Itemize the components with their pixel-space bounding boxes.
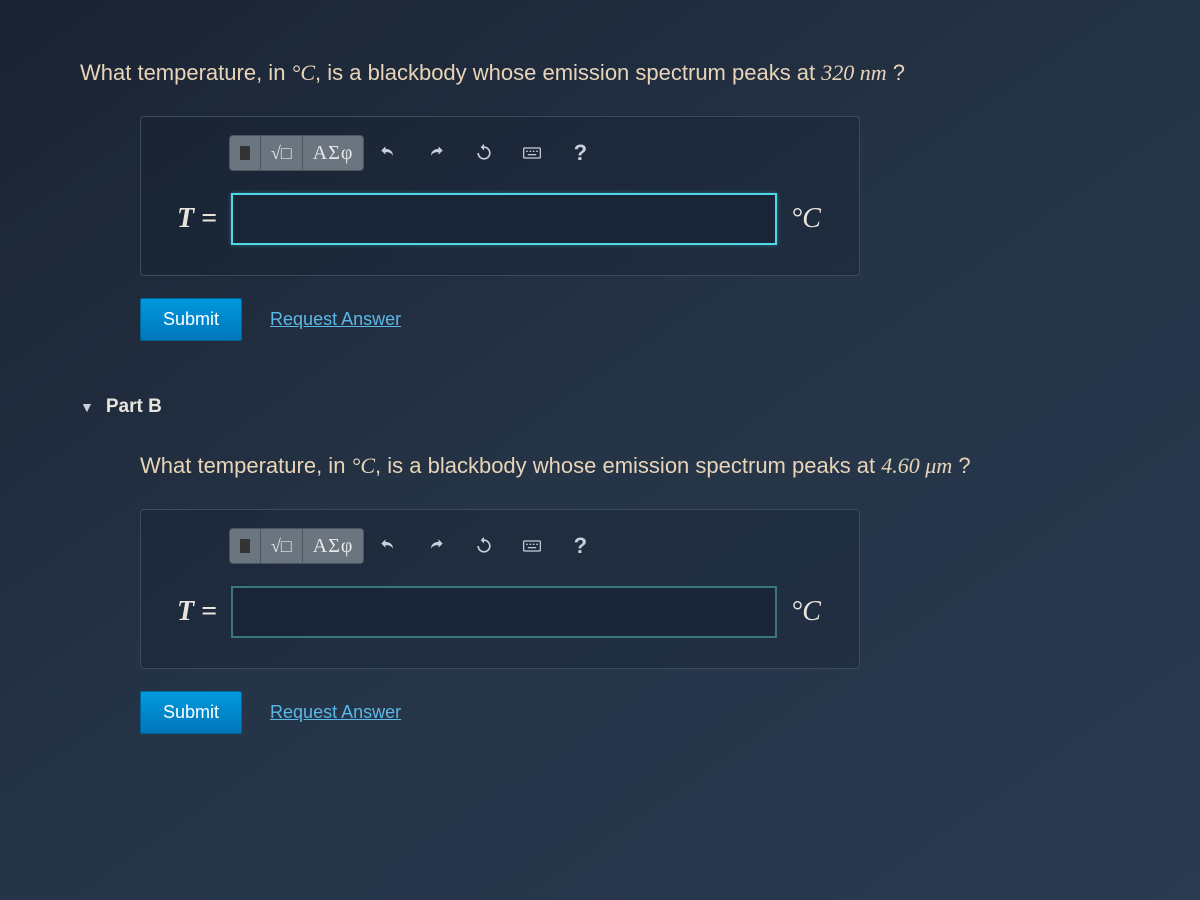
part-b-section: What temperature, in °C, is a blackbody … — [80, 453, 1120, 734]
question-end: ? — [952, 453, 970, 478]
templates-button[interactable] — [229, 135, 261, 171]
question-unit: °C — [352, 453, 375, 478]
reset-button[interactable] — [460, 528, 508, 564]
keyboard-button[interactable] — [508, 528, 556, 564]
question-text-b: What temperature, in °C, is a blackbody … — [140, 453, 1120, 479]
part-b-header: ▼ Part B — [80, 396, 1120, 418]
reset-icon — [474, 143, 494, 163]
answer-input-b[interactable] — [231, 586, 777, 638]
templates-button[interactable] — [229, 528, 261, 564]
sqrt-icon: √□ — [271, 143, 292, 164]
variable-label: T = — [159, 203, 217, 235]
help-button[interactable]: ? — [556, 528, 604, 564]
redo-button[interactable] — [412, 528, 460, 564]
sqrt-button[interactable]: √□ — [261, 135, 303, 171]
part-b-label: Part B — [106, 396, 162, 418]
question-pre: What temperature, in — [140, 453, 352, 478]
undo-icon — [378, 143, 398, 163]
variable-label: T = — [159, 596, 217, 628]
question-value: 320 nm — [821, 60, 886, 85]
unit-label: °C — [791, 203, 841, 235]
action-row-a: Submit Request Answer — [140, 298, 1120, 341]
rect-icon — [240, 539, 250, 553]
input-row-b: T = °C — [159, 586, 841, 638]
request-answer-link-a[interactable]: Request Answer — [270, 309, 401, 330]
redo-button[interactable] — [412, 135, 460, 171]
redo-icon — [426, 536, 446, 556]
rect-icon — [240, 146, 250, 160]
reset-button[interactable] — [460, 135, 508, 171]
help-button[interactable]: ? — [556, 135, 604, 171]
question-end: ? — [887, 60, 905, 85]
greek-button[interactable]: ΑΣφ — [303, 528, 365, 564]
answer-input-a[interactable] — [231, 193, 777, 245]
unit-label: °C — [791, 596, 841, 628]
greek-icon: ΑΣφ — [313, 535, 354, 558]
toolbar-a: √□ ΑΣφ ? — [229, 135, 841, 171]
question-unit: °C — [292, 60, 315, 85]
sqrt-icon: √□ — [271, 536, 292, 557]
toolbar-b: √□ ΑΣφ ? — [229, 528, 841, 564]
redo-icon — [426, 143, 446, 163]
submit-button-a[interactable]: Submit — [140, 298, 242, 341]
reset-icon — [474, 536, 494, 556]
answer-box-b: √□ ΑΣφ ? T = — [140, 509, 860, 669]
question-mid: , is a blackbody whose emission spectrum… — [375, 453, 881, 478]
undo-button[interactable] — [364, 135, 412, 171]
keyboard-icon — [522, 143, 542, 163]
greek-icon: ΑΣφ — [313, 142, 354, 165]
keyboard-icon — [522, 536, 542, 556]
action-row-b: Submit Request Answer — [140, 691, 1120, 734]
keyboard-button[interactable] — [508, 135, 556, 171]
undo-button[interactable] — [364, 528, 412, 564]
chevron-down-icon[interactable]: ▼ — [80, 399, 94, 415]
undo-icon — [378, 536, 398, 556]
question-text-a: What temperature, in °C, is a blackbody … — [80, 60, 1120, 86]
submit-button-b[interactable]: Submit — [140, 691, 242, 734]
question-value: 4.60 μm — [881, 453, 952, 478]
input-row-a: T = °C — [159, 193, 841, 245]
answer-box-a: √□ ΑΣφ ? T = — [140, 116, 860, 276]
greek-button[interactable]: ΑΣφ — [303, 135, 365, 171]
question-mid: , is a blackbody whose emission spectrum… — [315, 60, 821, 85]
question-pre: What temperature, in — [80, 60, 292, 85]
part-a-section: What temperature, in °C, is a blackbody … — [80, 60, 1120, 341]
sqrt-button[interactable]: √□ — [261, 528, 303, 564]
request-answer-link-b[interactable]: Request Answer — [270, 702, 401, 723]
